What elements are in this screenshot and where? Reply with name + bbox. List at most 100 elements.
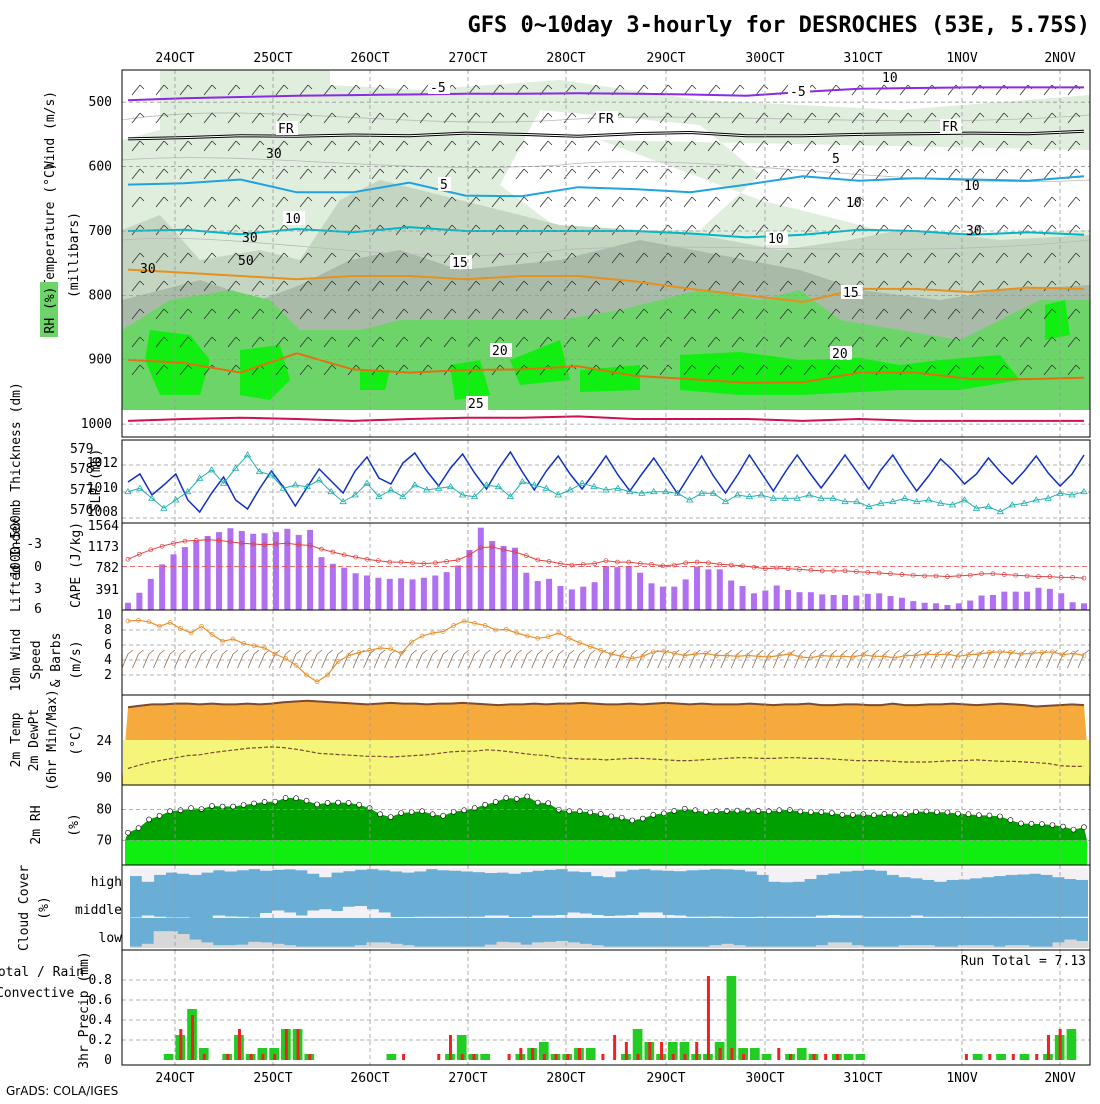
wind-barb-10m xyxy=(222,649,228,655)
cloud-low-fill xyxy=(248,941,261,948)
cloud-high-gap xyxy=(886,868,900,875)
thickness-point xyxy=(697,489,706,496)
wind-barb-10m xyxy=(894,649,901,655)
wind-barb xyxy=(731,84,741,96)
wind-barb xyxy=(515,112,525,124)
wind-speed-point xyxy=(661,648,667,654)
wind-barb-10m xyxy=(148,649,155,655)
li-point xyxy=(307,543,313,548)
wind-barb-10m xyxy=(594,653,602,669)
wind-barb xyxy=(131,196,141,208)
cape-bar xyxy=(921,602,928,610)
rh-shading xyxy=(145,300,1070,400)
rh2m-point xyxy=(251,800,257,807)
li-point xyxy=(888,571,893,577)
thickness-point xyxy=(530,481,539,488)
cape-tick: 391 xyxy=(96,583,119,598)
wind-barb xyxy=(395,140,405,152)
axis-label: 3hr Precip (mm) xyxy=(77,951,92,1068)
wind-speed-point xyxy=(283,656,288,661)
wind-barb xyxy=(611,196,621,208)
wind-barb xyxy=(347,224,357,236)
thickness-point xyxy=(494,482,503,490)
wind-barb xyxy=(859,252,865,258)
wind-speed-point xyxy=(1071,650,1076,656)
wind-barb xyxy=(283,336,289,342)
precip-total-bar xyxy=(585,1048,596,1060)
wind-barb xyxy=(347,308,357,320)
cloud-level-label: middle xyxy=(75,903,122,918)
wind-barb xyxy=(835,308,841,314)
li-point xyxy=(410,560,415,566)
precip-convective-bar xyxy=(191,1015,195,1060)
wind-barb xyxy=(331,308,337,314)
wind-barb xyxy=(883,280,889,286)
li-point xyxy=(193,538,199,543)
wind-barb xyxy=(499,336,505,342)
wind-barb xyxy=(947,336,957,348)
wind-barb xyxy=(155,364,165,376)
wind-barb xyxy=(1019,196,1029,208)
date-label-top: 31OCT xyxy=(843,51,882,66)
cloud-high-gap xyxy=(236,868,249,871)
wind-barb xyxy=(691,224,697,230)
wind-barb xyxy=(1075,196,1081,202)
wind-barb xyxy=(827,252,837,264)
wind-barb xyxy=(779,280,789,292)
wind-barb xyxy=(203,112,213,124)
precip-convective-bar xyxy=(636,1054,640,1060)
wind-barb xyxy=(835,140,841,146)
wind-barb xyxy=(739,336,745,342)
wind-barb xyxy=(1075,224,1081,230)
wind-barb xyxy=(307,140,313,146)
precip-convective-bar xyxy=(988,1054,992,1060)
wind-speed-point xyxy=(955,653,961,659)
wind-barb xyxy=(275,308,285,320)
rh2m-point xyxy=(871,812,877,818)
axis-label: Wind (m/s) xyxy=(43,91,58,169)
wind-barb xyxy=(859,168,865,174)
precip-convective-bar xyxy=(613,1035,617,1060)
wind-barb xyxy=(803,308,813,320)
wind-barb-10m xyxy=(1014,653,1022,669)
wind-barb-10m xyxy=(442,649,449,655)
wind-barb xyxy=(211,84,217,90)
wind-barb xyxy=(883,224,889,230)
li-point xyxy=(467,552,472,558)
cloud-mid-gap xyxy=(804,916,817,918)
wind-speed-point xyxy=(997,649,1003,655)
rh2m-point xyxy=(177,807,184,814)
precip-tick: 0 xyxy=(104,1053,112,1068)
wind-barb xyxy=(707,140,717,152)
rh2m-point xyxy=(429,811,436,818)
wind-barb xyxy=(731,280,741,292)
cloud-low-fill xyxy=(898,945,912,948)
wind-barb xyxy=(227,308,237,320)
cloud-low-fill xyxy=(449,946,462,948)
cloud-mid-gap xyxy=(153,916,166,918)
wind-barb xyxy=(203,336,213,348)
wind-barb xyxy=(211,336,217,342)
rh2m-point xyxy=(219,803,226,810)
wind-barb xyxy=(155,280,165,292)
thickness-tick: 577 xyxy=(70,483,93,498)
rh2m-point xyxy=(534,799,541,806)
cloud-low-fill xyxy=(1005,945,1018,948)
wind-barb-10m xyxy=(583,653,591,669)
li-point xyxy=(876,570,882,576)
cloud-high-gap xyxy=(260,868,273,871)
wind-barb xyxy=(467,196,477,208)
wind-speed-point xyxy=(430,630,436,636)
wind-barb xyxy=(611,308,621,320)
wind-barb xyxy=(1027,252,1033,258)
rh2m-point xyxy=(734,807,741,814)
cape-bar xyxy=(204,536,211,610)
cloud-mid-gap xyxy=(402,917,415,918)
temp-tick: 24 xyxy=(96,734,112,749)
precip-total-bar xyxy=(456,1035,467,1060)
wind-barb xyxy=(779,364,789,376)
cloud-high-gap xyxy=(449,868,462,871)
wind-speed-point xyxy=(398,650,404,656)
precip-convective-bar xyxy=(531,1048,535,1060)
wind-barb-10m xyxy=(552,653,560,669)
